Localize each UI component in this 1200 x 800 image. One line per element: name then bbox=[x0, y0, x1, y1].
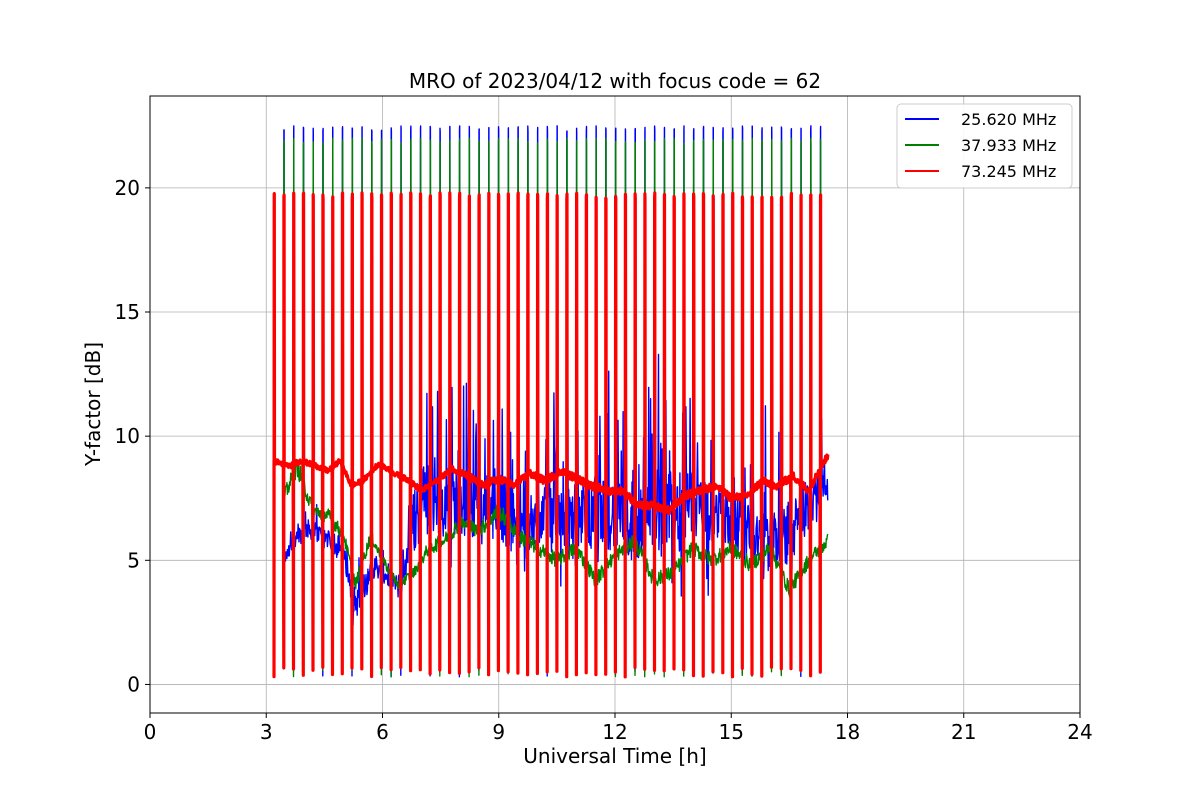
chart-title: MRO of 2023/04/12 with focus code = 62 bbox=[409, 69, 821, 93]
x-tick-label: 15 bbox=[719, 720, 744, 744]
y-axis-ticks: 0 5 10 15 20 bbox=[115, 176, 150, 696]
legend-label-25-620: 25.620 MHz bbox=[961, 110, 1056, 129]
series-layer bbox=[272, 125, 830, 679]
legend-label-73-245: 73.245 MHz bbox=[961, 162, 1056, 181]
x-tick-label: 21 bbox=[951, 720, 976, 744]
x-tick-label: 3 bbox=[260, 720, 273, 744]
x-tick-label: 24 bbox=[1067, 720, 1092, 744]
x-axis-label: Universal Time [h] bbox=[523, 744, 706, 768]
x-tick-label: 6 bbox=[376, 720, 389, 744]
y-tick-label: 15 bbox=[115, 300, 140, 324]
x-tick-label: 18 bbox=[835, 720, 860, 744]
y-axis-label: Y-factor [dB] bbox=[81, 342, 105, 467]
legend-label-37-933: 37.933 MHz bbox=[961, 136, 1056, 155]
x-tick-label: 12 bbox=[602, 720, 627, 744]
legend-box bbox=[896, 103, 1073, 189]
x-axis-ticks: 0 3 6 9 12 15 18 21 24 bbox=[144, 713, 1093, 744]
y-tick-label: 0 bbox=[127, 672, 140, 696]
legend: 25.620 MHz 37.933 MHz 73.245 MHz bbox=[896, 103, 1073, 189]
x-tick-label: 0 bbox=[144, 720, 157, 744]
y-tick-label: 10 bbox=[115, 424, 140, 448]
x-tick-label: 9 bbox=[492, 720, 505, 744]
series-line-73245 bbox=[272, 191, 830, 679]
y-tick-label: 20 bbox=[115, 176, 140, 200]
y-tick-label: 5 bbox=[127, 548, 140, 572]
